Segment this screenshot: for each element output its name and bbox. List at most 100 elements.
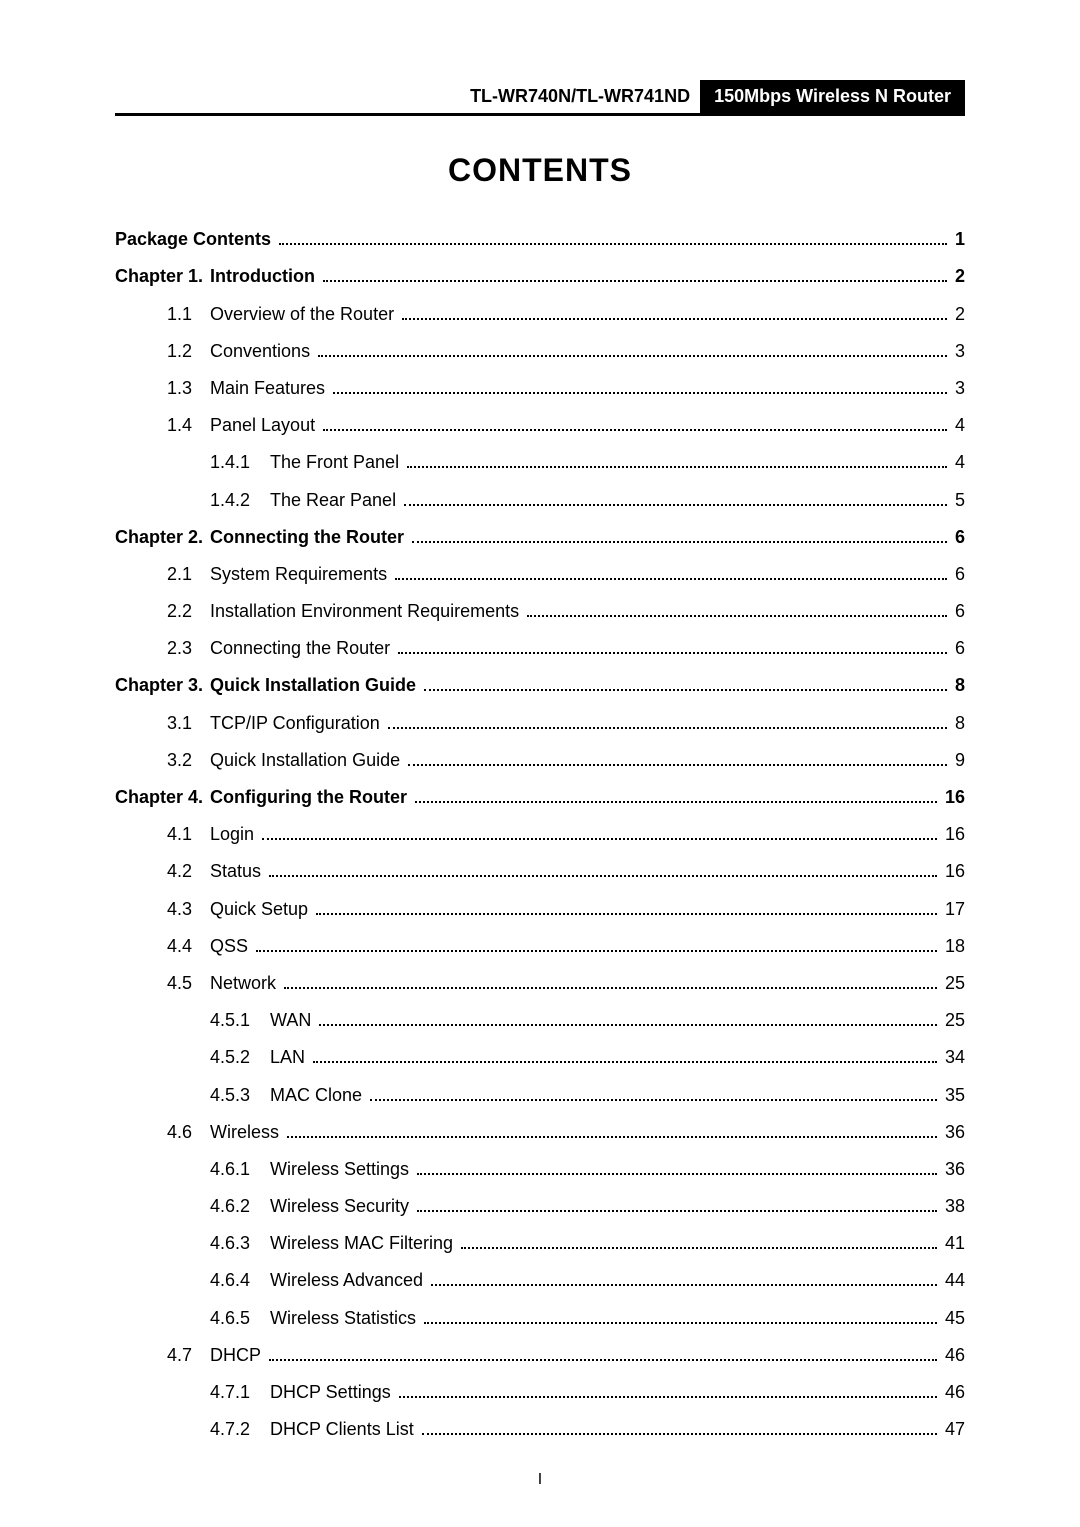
toc-leader-dots — [388, 712, 947, 728]
toc-leader-dots — [415, 787, 937, 803]
toc-entry: 4.6.5Wireless Statistics45 — [115, 1307, 965, 1328]
toc-entry: 4.5.3MAC Clone35 — [115, 1084, 965, 1105]
toc-leader-dots — [256, 936, 937, 952]
toc-entry: 1.2Conventions3 — [115, 341, 965, 362]
toc-leader-dots — [424, 675, 947, 691]
toc-page: 36 — [941, 1159, 965, 1180]
toc-number: 4.5.1 — [210, 1010, 270, 1031]
table-of-contents: Package Contents1Chapter 1.Introduction2… — [115, 229, 965, 1440]
toc-entry: 1.4Panel Layout4 — [115, 415, 965, 436]
toc-page: 2 — [951, 304, 965, 325]
contents-title: CONTENTS — [115, 152, 965, 189]
toc-page: 46 — [941, 1382, 965, 1403]
toc-entry: 4.6Wireless36 — [115, 1122, 965, 1143]
toc-entry: 4.6.4Wireless Advanced44 — [115, 1270, 965, 1291]
toc-page: 6 — [951, 638, 965, 659]
toc-leader-dots — [318, 341, 947, 357]
toc-page: 6 — [951, 527, 965, 548]
toc-leader-dots — [395, 564, 947, 580]
toc-number: 4.6.1 — [210, 1159, 270, 1180]
toc-number: 1.1 — [115, 304, 210, 325]
toc-number: 4.6.3 — [210, 1233, 270, 1254]
toc-entry: Chapter 1.Introduction2 — [115, 266, 965, 287]
toc-label: Introduction — [210, 266, 319, 287]
toc-number: 4.1 — [115, 824, 210, 845]
toc-number: 4.7 — [115, 1345, 210, 1366]
toc-label: DHCP Clients List — [270, 1419, 418, 1440]
toc-page: 36 — [941, 1122, 965, 1143]
toc-page: 44 — [941, 1270, 965, 1291]
toc-label: WAN — [270, 1010, 315, 1031]
footer-page-number: I — [0, 1471, 1080, 1489]
toc-page: 16 — [941, 824, 965, 845]
toc-entry: 4.7.2DHCP Clients List 47 — [115, 1419, 965, 1440]
toc-page: 47 — [941, 1419, 965, 1440]
toc-leader-dots — [404, 489, 947, 505]
toc-leader-dots — [408, 750, 947, 766]
toc-number: 4.5.2 — [210, 1047, 270, 1068]
toc-number: 4.2 — [115, 861, 210, 882]
toc-page: 46 — [941, 1345, 965, 1366]
header-model: TL-WR740N/TL-WR741ND — [115, 80, 700, 116]
toc-number: 2.2 — [115, 601, 210, 622]
toc-leader-dots — [319, 1010, 937, 1026]
toc-entry: 4.5Network25 — [115, 973, 965, 994]
toc-entry: 4.7DHCP46 — [115, 1345, 965, 1366]
toc-label: System Requirements — [210, 564, 391, 585]
toc-leader-dots — [527, 601, 947, 617]
toc-number: Chapter 1. — [115, 266, 210, 287]
toc-page: 18 — [941, 936, 965, 957]
toc-label: Wireless Settings — [270, 1159, 413, 1180]
toc-leader-dots — [461, 1233, 937, 1249]
toc-label: Configuring the Router — [210, 787, 411, 808]
toc-leader-dots — [287, 1122, 937, 1138]
toc-entry: 2.2Installation Environment Requirements… — [115, 601, 965, 622]
toc-entry: Chapter 3.Quick Installation Guide8 — [115, 675, 965, 696]
toc-page: 16 — [941, 787, 965, 808]
toc-entry: 4.6.1Wireless Settings 36 — [115, 1159, 965, 1180]
toc-page: 8 — [951, 675, 965, 696]
header-product: 150Mbps Wireless N Router — [700, 80, 965, 116]
toc-label: Wireless Security — [270, 1196, 413, 1217]
toc-entry: 1.3Main Features3 — [115, 378, 965, 399]
toc-number: 4.6 — [115, 1122, 210, 1143]
toc-label: Conventions — [210, 341, 314, 362]
toc-page: 45 — [941, 1308, 965, 1329]
toc-label: The Rear Panel — [270, 490, 400, 511]
toc-leader-dots — [313, 1047, 937, 1063]
toc-label: Quick Installation Guide — [210, 675, 420, 696]
toc-entry: 3.2Quick Installation Guide9 — [115, 750, 965, 771]
toc-number: 4.6.2 — [210, 1196, 270, 1217]
toc-number: 4.4 — [115, 936, 210, 957]
toc-label: Connecting the Router — [210, 527, 408, 548]
toc-page: 38 — [941, 1196, 965, 1217]
toc-entry: Chapter 2.Connecting the Router6 — [115, 527, 965, 548]
toc-label: Main Features — [210, 378, 329, 399]
toc-number: 4.3 — [115, 899, 210, 920]
toc-number: 1.2 — [115, 341, 210, 362]
toc-label: Network — [210, 973, 280, 994]
toc-entry: 2.3Connecting the Router6 — [115, 638, 965, 659]
toc-page: 1 — [951, 229, 965, 250]
toc-page: 4 — [951, 452, 965, 473]
toc-number: 2.3 — [115, 638, 210, 659]
toc-page: 35 — [941, 1085, 965, 1106]
toc-entry: 4.3Quick Setup17 — [115, 898, 965, 919]
toc-leader-dots — [323, 415, 947, 431]
toc-number: 4.7.2 — [210, 1419, 270, 1440]
toc-number: 4.5 — [115, 973, 210, 994]
page-header: TL-WR740N/TL-WR741ND 150Mbps Wireless N … — [115, 80, 965, 116]
toc-page: 17 — [941, 899, 965, 920]
toc-page: 34 — [941, 1047, 965, 1068]
toc-label: Status — [210, 861, 265, 882]
toc-leader-dots — [279, 229, 947, 245]
toc-label: Package Contents — [115, 229, 275, 250]
toc-leader-dots — [333, 378, 947, 394]
toc-entry: 4.5.2LAN34 — [115, 1047, 965, 1068]
toc-label: The Front Panel — [270, 452, 403, 473]
toc-leader-dots — [417, 1159, 937, 1175]
toc-page: 6 — [951, 564, 965, 585]
toc-entry: 3.1TCP/IP Configuration8 — [115, 712, 965, 733]
toc-number: 3.1 — [115, 713, 210, 734]
toc-label: Quick Installation Guide — [210, 750, 404, 771]
